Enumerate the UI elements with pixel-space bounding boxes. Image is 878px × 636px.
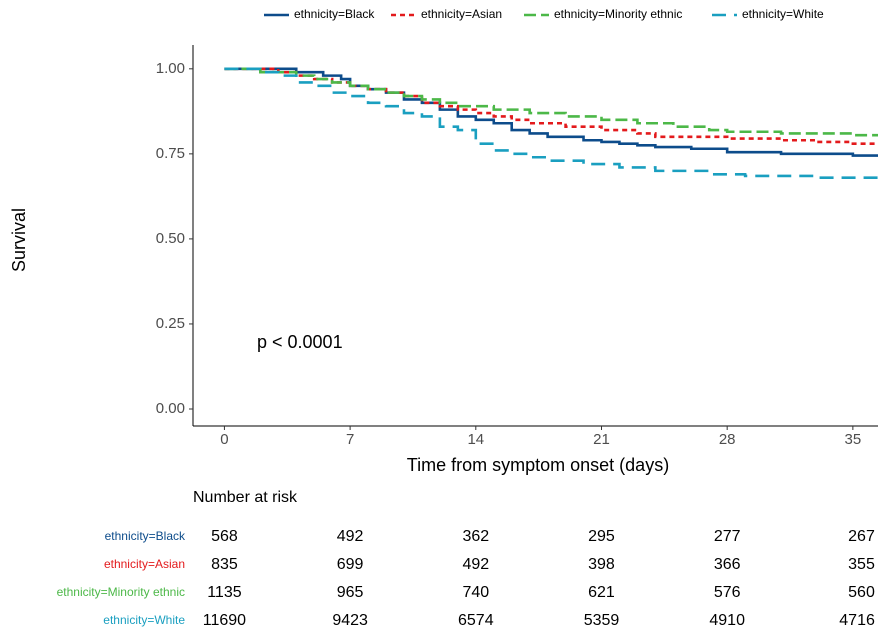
risk-count: 576 — [714, 584, 741, 601]
risk-count: 699 — [337, 556, 364, 573]
risk-count: 267 — [848, 528, 875, 545]
survival-curve — [224, 67, 878, 179]
y-axis-title: Survival — [9, 208, 29, 272]
legend-label: ethnicity=Minority ethnic — [554, 7, 682, 21]
x-tick-label: 21 — [593, 431, 610, 448]
x-tick-label: 28 — [719, 431, 736, 448]
risk-count: 740 — [462, 584, 489, 601]
x-tick-label: 7 — [346, 431, 354, 448]
risk-count: 4716 — [839, 612, 875, 629]
risk-count: 621 — [588, 584, 615, 601]
risk-count: 965 — [337, 584, 364, 601]
x-axis-title: Time from symptom onset (days) — [407, 455, 669, 475]
survival-curve — [224, 67, 878, 157]
risk-row-label: ethnicity=Black — [105, 529, 186, 543]
risk-count: 398 — [588, 556, 615, 573]
y-tick-label: 1.00 — [156, 60, 185, 77]
risk-table-title: Number at risk — [193, 489, 298, 506]
risk-count: 568 — [211, 528, 238, 545]
y-tick-label: 0.75 — [156, 145, 185, 162]
x-tick-label: 35 — [845, 431, 862, 448]
y-tick-label: 0.25 — [156, 315, 185, 332]
legend-label: ethnicity=Black — [294, 7, 375, 21]
risk-count: 1135 — [207, 584, 242, 601]
risk-count: 11690 — [203, 612, 246, 629]
legend-label: ethnicity=White — [742, 7, 824, 21]
risk-count: 492 — [337, 528, 364, 545]
risk-row-label: ethnicity=Asian — [104, 557, 185, 571]
risk-count: 366 — [714, 556, 741, 573]
risk-count: 295 — [588, 528, 615, 545]
legend-label: ethnicity=Asian — [421, 7, 502, 21]
risk-count: 492 — [462, 556, 489, 573]
risk-count: 355 — [848, 556, 875, 573]
risk-count: 5359 — [584, 612, 620, 629]
y-tick-label: 0.50 — [156, 230, 185, 247]
risk-count: 277 — [714, 528, 741, 545]
annotation: p < 0.0001 — [257, 332, 343, 352]
risk-count: 362 — [462, 528, 489, 545]
risk-count: 9423 — [332, 612, 368, 629]
risk-row-label: ethnicity=Minority ethnic — [57, 585, 185, 599]
risk-count: 4910 — [709, 612, 745, 629]
risk-count: 835 — [211, 556, 238, 573]
survival-curve — [224, 67, 878, 137]
risk-count: 560 — [848, 584, 875, 601]
risk-row-label: ethnicity=White — [103, 613, 185, 627]
x-tick-label: 0 — [220, 431, 228, 448]
x-tick-label: 14 — [467, 431, 484, 448]
y-tick-label: 0.00 — [156, 400, 185, 417]
risk-count: 6574 — [458, 612, 494, 629]
